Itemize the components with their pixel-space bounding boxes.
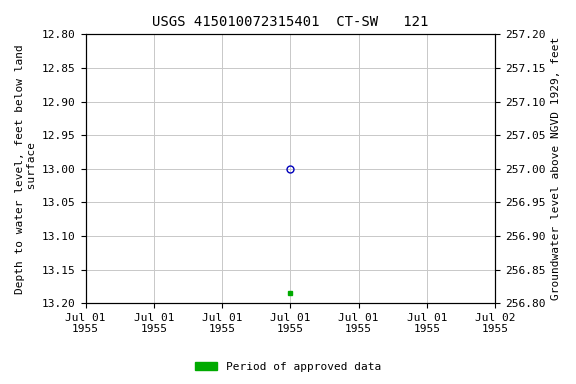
Legend: Period of approved data: Period of approved data [191, 358, 385, 377]
Title: USGS 415010072315401  CT-SW   121: USGS 415010072315401 CT-SW 121 [152, 15, 429, 29]
Y-axis label: Groundwater level above NGVD 1929, feet: Groundwater level above NGVD 1929, feet [551, 37, 561, 300]
Y-axis label: Depth to water level, feet below land
 surface: Depth to water level, feet below land su… [15, 44, 37, 294]
